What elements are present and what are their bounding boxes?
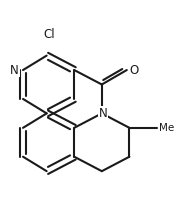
Text: N: N <box>10 64 19 77</box>
Text: O: O <box>129 64 139 77</box>
Text: N: N <box>99 107 107 120</box>
Text: Cl: Cl <box>44 28 55 41</box>
Text: Me: Me <box>159 123 174 133</box>
